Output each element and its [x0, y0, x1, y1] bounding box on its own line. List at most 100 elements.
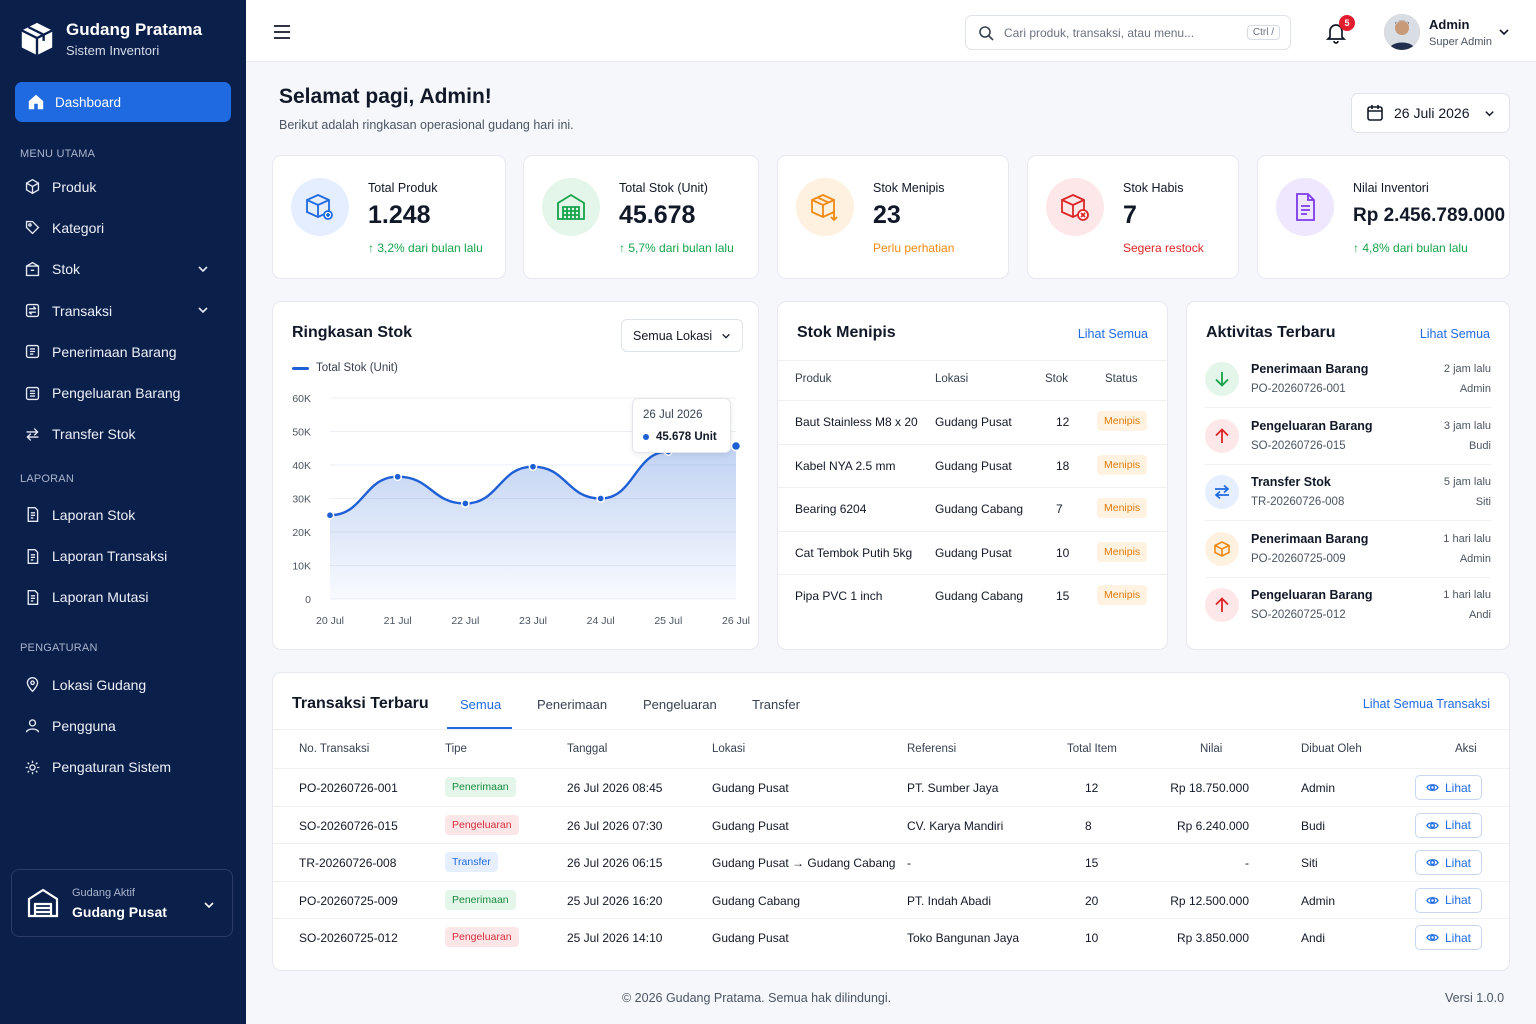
activity-reference: SO-20260726-015 — [1251, 439, 1346, 452]
tooltip-dot — [643, 434, 649, 440]
view-button[interactable]: Lihat — [1415, 925, 1482, 950]
column-header: Tipe — [445, 743, 467, 755]
activity-time: 5 jam lalu — [1443, 476, 1491, 488]
sidebar-item-transfer[interactable]: Transfer Stok — [0, 414, 246, 455]
tx-type-badge: Pengeluaran — [445, 814, 519, 835]
table-row[interactable]: PO-20260725-009 Penerimaan 25 Jul 2026 1… — [273, 880, 1509, 919]
outbound-icon — [25, 386, 40, 400]
table-row[interactable]: SO-20260725-012 Pengeluaran 25 Jul 2026 … — [273, 918, 1509, 956]
chart-tooltip: 26 Jul 2026 45.678 Unit — [632, 398, 731, 453]
active-warehouse-selector[interactable]: Gudang Aktif Gudang Pusat — [11, 869, 233, 937]
status-badge: Menipis — [1097, 541, 1148, 562]
tooltip-value-row: 45.678 Unit — [643, 431, 717, 443]
table-row[interactable]: SO-20260726-015 Pengeluaran 26 Jul 2026 … — [273, 805, 1509, 844]
sidebar-item-pengaturan[interactable]: Pengaturan Sistem — [0, 747, 246, 788]
activity-time: 2 jam lalu — [1443, 363, 1491, 375]
search-input[interactable]: Cari produk, transaksi, atau menu... Ctr… — [965, 15, 1291, 50]
activity-item[interactable]: Pengeluaran Barang SO-20260725-012 1 har… — [1205, 578, 1491, 634]
activity-title: Pengeluaran Barang — [1251, 418, 1373, 433]
activity-reference: TR-20260726-008 — [1251, 496, 1345, 508]
view-button[interactable]: Lihat — [1415, 812, 1482, 838]
activity-item[interactable]: Penerimaan Barang PO-20260725-009 1 hari… — [1205, 522, 1491, 578]
sidebar-item-penerimaan[interactable]: Penerimaan Barang — [0, 331, 246, 372]
legend-swatch — [292, 366, 309, 370]
x-tick-label: 26 Jul — [722, 615, 750, 627]
location-select[interactable]: Semua Lokasi — [621, 319, 743, 352]
sidebar-item-produk[interactable]: Produk — [0, 166, 246, 207]
activity-item[interactable]: Transfer Stok TR-20260726-008 5 jam lalu… — [1205, 465, 1491, 521]
low-stock-row[interactable]: Kabel NYA 2.5 mm Gudang Pusat 18 Menipis — [778, 443, 1167, 488]
tx-date: 25 Jul 2026 14:10 — [567, 931, 663, 945]
activity-item[interactable]: Penerimaan Barang PO-20260726-001 2 jam … — [1205, 352, 1491, 408]
warehouse-icon — [557, 193, 585, 220]
tx-date: 26 Jul 2026 06:15 — [567, 856, 663, 870]
sidebar-item-transaksi[interactable]: Transaksi — [0, 290, 246, 331]
table-row[interactable]: PO-20260726-001 Penerimaan 26 Jul 2026 0… — [273, 768, 1509, 806]
tx-location: Gudang Pusat — [712, 781, 789, 795]
low-stock-row[interactable]: Cat Tembok Putih 5kg Gudang Pusat 10 Men… — [778, 530, 1167, 575]
view-button[interactable]: Lihat — [1415, 775, 1482, 800]
column-header: Dibuat Oleh — [1301, 743, 1362, 755]
tab-pengeluaran[interactable]: Pengeluaran — [643, 697, 717, 712]
tab-penerimaan[interactable]: Penerimaan — [537, 697, 608, 712]
activity-user: Admin — [1459, 552, 1491, 565]
sidebar-item-laporan-stok[interactable]: Laporan Stok — [0, 494, 246, 535]
footer-copyright: © 2026 Gudang Pratama. Semua hak dilindu… — [622, 991, 892, 1005]
column-header: Lokasi — [712, 743, 746, 755]
sidebar-item-pengeluaran[interactable]: Pengeluaran Barang — [0, 372, 246, 413]
sidebar-item-stok[interactable]: Stok — [0, 249, 246, 290]
box-x-icon — [1061, 194, 1089, 221]
product-name: Cat Tembok Putih 5kg — [795, 545, 913, 560]
sidebar-item-kategori[interactable]: Kategori — [0, 207, 246, 248]
view-button[interactable]: Lihat — [1415, 887, 1482, 913]
low-stock-row[interactable]: Bearing 6204 Gudang Cabang 7 Menipis — [778, 487, 1167, 531]
sidebar-item-lokasi-gudang[interactable]: Lokasi Gudang — [0, 664, 246, 705]
column-header: Total Item — [1067, 743, 1117, 755]
nav-report-list: Laporan Stok Laporan Transaksi Laporan M… — [0, 494, 246, 618]
tx-value: Rp 3.850.000 — [1176, 931, 1249, 945]
menu-icon[interactable] — [273, 24, 291, 40]
low-stock-row[interactable]: Baut Stainless M8 x 20 Gudang Pusat 12 M… — [778, 400, 1167, 444]
activity-item[interactable]: Pengeluaran Barang SO-20260726-015 3 jam… — [1205, 409, 1491, 465]
user-name[interactable]: Admin — [1429, 17, 1470, 32]
activity-view-all-link[interactable]: Lihat Semua — [1419, 327, 1490, 341]
table-row[interactable]: TR-20260726-008 Transfer 26 Jul 2026 06:… — [273, 843, 1509, 881]
column-header: No. Transaksi — [299, 743, 370, 755]
report-icon — [27, 589, 39, 605]
transfer-icon — [1214, 484, 1230, 500]
product-location: Gudang Pusat — [935, 415, 1012, 429]
tx-value: - — [1245, 856, 1249, 870]
activity-icon-wrap — [1205, 418, 1239, 453]
document-icon — [1296, 193, 1315, 221]
kpi-value: 45.678 — [619, 201, 696, 229]
eye-icon — [1426, 784, 1439, 791]
sidebar-item-laporan-transaksi[interactable]: Laporan Transaksi — [0, 535, 246, 576]
transactions-view-all-link[interactable]: Lihat Semua Transaksi — [1362, 697, 1490, 711]
view-button[interactable]: Lihat — [1415, 850, 1482, 875]
y-tick-label: 50K — [292, 427, 311, 439]
product-stock: 12 — [1056, 415, 1070, 429]
tab-transfer[interactable]: Transfer — [752, 697, 800, 712]
tx-created-by: Admin — [1301, 781, 1336, 795]
nav-section-reports: LAPORAN — [20, 473, 74, 486]
brand[interactable]: Gudang Pratama Sistem Inventori — [0, 0, 246, 78]
sidebar-item-dashboard[interactable]: Dashboard — [15, 82, 231, 122]
tx-total-items: 10 — [1085, 931, 1099, 945]
activity-panel: Aktivitas Terbaru Lihat Semua Penerimaan… — [1186, 301, 1510, 650]
activity-time: 3 jam lalu — [1443, 419, 1491, 432]
avatar[interactable] — [1384, 14, 1420, 50]
sidebar-item-pengguna[interactable]: Pengguna — [0, 705, 246, 746]
low-stock-view-all-link[interactable]: Lihat Semua — [1077, 327, 1148, 341]
search-icon — [979, 25, 994, 41]
column-header: Produk — [795, 373, 832, 385]
kpi-value: 23 — [873, 201, 901, 229]
tab-semua[interactable]: Semua — [460, 697, 502, 712]
sidebar-item-laporan-mutasi[interactable]: Laporan Mutasi — [0, 577, 246, 618]
sidebar-item-label: Kategori — [52, 219, 105, 236]
date-picker-button[interactable]: 26 Juli 2026 — [1351, 93, 1510, 133]
report-icon — [27, 507, 39, 523]
bell-icon[interactable] — [1326, 22, 1346, 44]
chevron-down-icon — [204, 902, 214, 909]
chevron-down-icon[interactable] — [1498, 26, 1510, 38]
low-stock-row[interactable]: Pipa PVC 1 inch Gudang Cabang 15 Menipis — [778, 574, 1167, 618]
